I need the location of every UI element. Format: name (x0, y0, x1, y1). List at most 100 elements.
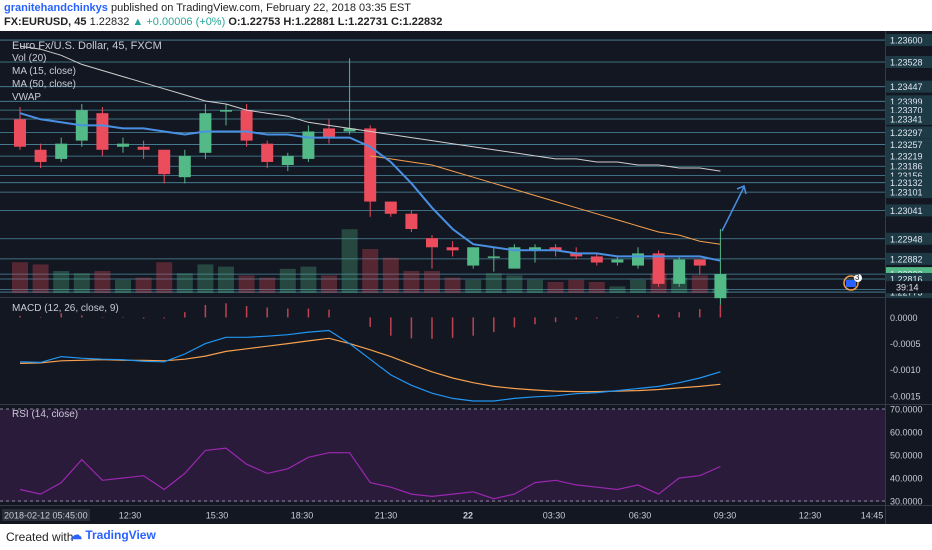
volume-bar (341, 229, 358, 293)
candle-body (158, 149, 171, 175)
macd-legend[interactable]: MACD (12, 26, close, 9) (12, 303, 119, 314)
macd-pane (19, 303, 722, 402)
volume-bar (506, 275, 523, 293)
ma15-legend[interactable]: MA (15, close) (12, 66, 76, 77)
macd-line (19, 329, 721, 402)
symbol-label: FX:EURUSD, 45 (4, 16, 87, 28)
volume-bar (135, 277, 152, 293)
price-axis-label: 1.23528 (890, 57, 923, 67)
arrow-head-icon (736, 184, 747, 195)
candle-body (34, 149, 47, 162)
candle-body (487, 256, 500, 258)
chart-container[interactable]: 1.23600 1.23528 1.23447 1.23399 1.23370 1.233… (0, 31, 932, 524)
price-axis[interactable]: 1.23600 1.23528 1.23447 1.233991.233701.233… (886, 34, 932, 507)
price-axis-label: 1.23132 (890, 178, 923, 188)
ma50-legend[interactable]: MA (50, close) (12, 79, 76, 90)
candle-body (117, 143, 129, 147)
candle-body (240, 110, 253, 141)
rsi-axis-label: 30.0000 (890, 497, 923, 507)
price-axis-label: 1.22882 (890, 254, 923, 264)
countdown-label: 39:14 (896, 283, 919, 293)
candle-body (281, 155, 294, 165)
price-axis-label: 1.23447 (890, 82, 923, 92)
candle-body (96, 113, 109, 150)
chart-canvas[interactable]: 1.23600 1.23528 1.23447 1.233991.233701.233… (0, 31, 932, 524)
volume-bar (238, 275, 255, 293)
price-tag (886, 176, 932, 189)
price-tag (886, 160, 932, 173)
vwap-legend[interactable]: VWAP (12, 92, 42, 103)
macd-axis-label: -0.0010 (890, 365, 921, 375)
candle-body (549, 247, 562, 251)
flag-event-icon[interactable] (843, 275, 859, 291)
volume-bar (94, 271, 111, 293)
candle-body (611, 259, 624, 263)
volume-bar (197, 264, 214, 293)
candle-body (178, 155, 191, 178)
candles (14, 58, 727, 305)
volume-bar (176, 273, 193, 293)
candle-body (570, 253, 583, 257)
countdown-tag (886, 281, 932, 294)
price-axis-label: 1.23219 (890, 152, 923, 162)
price-axis-label: 1.22816 (890, 274, 923, 284)
volume-bar (300, 266, 317, 293)
candle-body (261, 143, 274, 162)
created-label: Created with (6, 530, 74, 544)
volume-bar (382, 257, 399, 293)
volume-bar (115, 279, 131, 293)
price-axis-label: 1.23399 (890, 97, 923, 107)
volume-bar (73, 273, 90, 293)
candle-body (693, 259, 706, 266)
macd-axis-label: -0.0015 (890, 391, 921, 401)
time-axis-label: 15:30 (206, 511, 229, 521)
author-link[interactable]: granitehandchinkys (4, 2, 108, 14)
candle-body (529, 247, 541, 251)
symbol-legend: Euro Fx/U.S. Dollar, 45, FXCM (12, 40, 162, 52)
flag-icon (846, 280, 856, 287)
rsi-pane (19, 447, 721, 500)
candle-body (302, 131, 315, 159)
tradingview-brand: TradingView (85, 528, 156, 542)
publish-header: granitehandchinkys published on TradingV… (0, 0, 932, 30)
candle-body (137, 146, 150, 150)
volume-bar (527, 279, 543, 293)
price-axis-label: 1.23341 (890, 114, 923, 124)
price-tag (886, 252, 932, 265)
candle-body (652, 253, 665, 284)
event-count-badge (854, 274, 862, 282)
rsi-legend[interactable]: RSI (14, close) (12, 409, 79, 420)
price-axis-label: 1.23101 (890, 188, 923, 198)
symbol-line: FX:EURUSD, 45 1.22832 ▲ +0.00006 (+0%) O… (4, 16, 442, 28)
candle-body (508, 247, 521, 269)
candle-body (714, 274, 727, 299)
volume-bar (630, 279, 646, 293)
rsi-axis-label: 50.0000 (890, 451, 923, 461)
indicator-lines (19, 45, 721, 262)
candle-body (590, 256, 603, 263)
price-tag (886, 55, 932, 68)
price-axis-label: 1.23600 (890, 36, 923, 46)
horizontal-levels (0, 39, 885, 293)
price-tag (886, 80, 932, 93)
time-axis-label: 22 (463, 511, 473, 521)
candle-body (323, 128, 335, 138)
time-axis-label: 14:45 (861, 511, 884, 521)
ma15-line (19, 112, 721, 262)
volume-bars (12, 229, 729, 293)
price-tag (886, 150, 932, 163)
volume-bar (444, 277, 461, 293)
volume-bar (691, 275, 708, 293)
price-tag (886, 204, 932, 217)
projection-arrow[interactable] (721, 186, 745, 232)
time-axis[interactable]: 2018-02-12 05:45:00 12:30 15:30 18:30 21:30 2… (2, 509, 883, 521)
volume-bar (588, 282, 605, 293)
volume-bar (568, 279, 585, 293)
vol-legend[interactable]: Vol (20) (12, 53, 47, 64)
volume-bar (53, 271, 70, 293)
time-cursor-tag (2, 509, 90, 521)
event-count-label: 3 (855, 273, 860, 282)
price-axis-label: 1.23041 (890, 206, 923, 216)
tradingview-logo[interactable]: ☁ TradingView (70, 528, 156, 542)
price-tag (886, 186, 932, 199)
